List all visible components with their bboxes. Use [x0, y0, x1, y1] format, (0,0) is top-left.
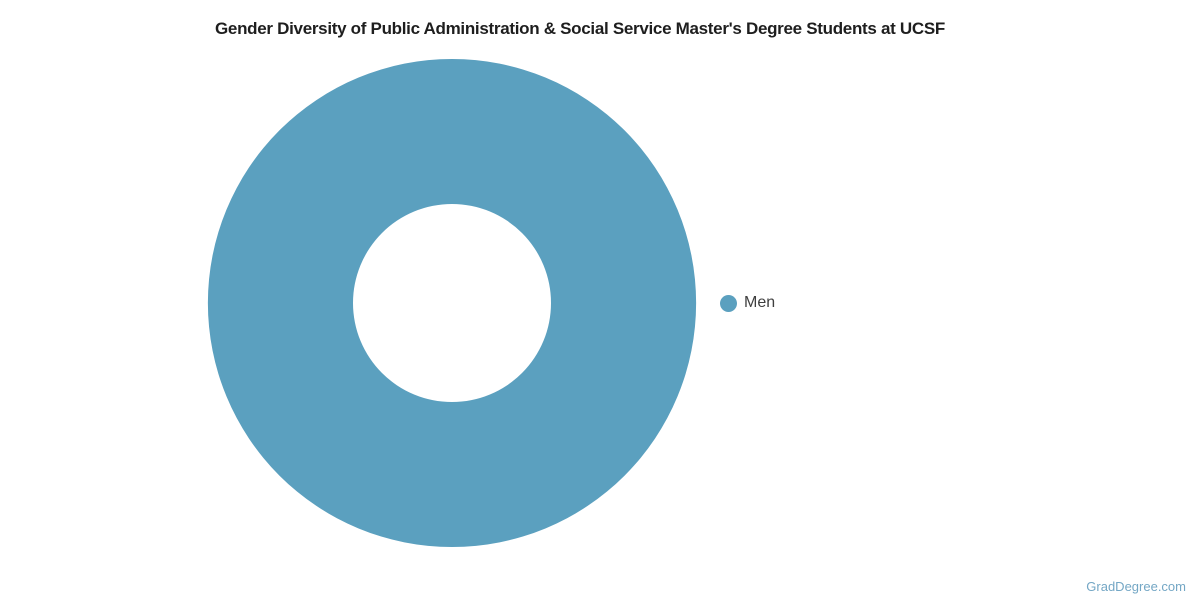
donut-slice-men	[207, 58, 697, 548]
watermark-link[interactable]: GradDegree.com	[1086, 579, 1186, 594]
legend-label: Men	[744, 294, 776, 311]
donut-chart	[207, 58, 697, 548]
legend-item-men[interactable]: Men	[720, 294, 775, 312]
legend-marker-icon	[720, 294, 737, 312]
legend-marker-circle	[720, 294, 737, 312]
legend: Men	[720, 294, 775, 312]
chart-title: Gender Diversity of Public Administratio…	[215, 19, 945, 38]
